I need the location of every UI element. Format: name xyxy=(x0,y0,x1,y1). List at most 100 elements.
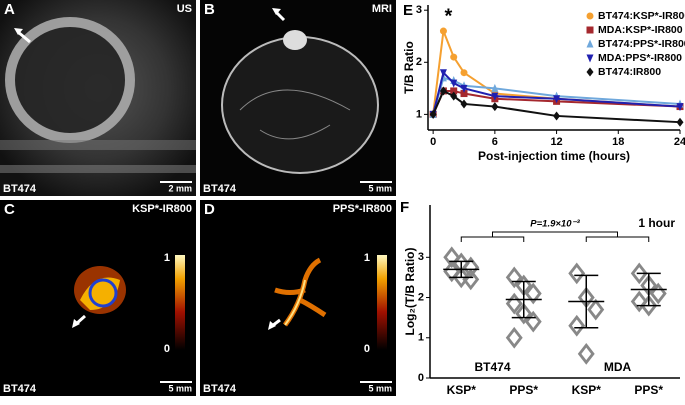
panel-c-image xyxy=(0,200,196,396)
point xyxy=(429,109,437,119)
point xyxy=(553,111,561,121)
point xyxy=(524,310,542,333)
point xyxy=(630,290,648,313)
y-tick-label: 0 xyxy=(418,372,424,384)
legend-label: MDA:PPS*-IR800 xyxy=(598,52,682,64)
point xyxy=(577,342,595,365)
point xyxy=(640,294,658,317)
point xyxy=(460,99,468,109)
point xyxy=(505,326,523,349)
scale-label: 5 mm xyxy=(368,383,392,393)
y-tick-label: 2 xyxy=(418,291,424,303)
x-tick-label: KSP* xyxy=(447,383,477,397)
colorbar-label: 1 xyxy=(364,252,370,264)
x-tick-label: 24 xyxy=(674,136,685,148)
x-tick-label: 6 xyxy=(492,136,498,148)
point xyxy=(491,92,499,101)
point xyxy=(462,256,480,279)
point xyxy=(439,69,447,78)
y-tick-label: 1 xyxy=(416,108,422,120)
panel-label: US xyxy=(177,3,192,15)
point xyxy=(452,266,470,289)
y-tick-label: 3 xyxy=(418,251,424,263)
point xyxy=(450,87,458,95)
point xyxy=(460,90,468,98)
point xyxy=(524,282,542,305)
legend-marker xyxy=(586,54,594,63)
point xyxy=(450,79,458,88)
panel-label: KSP*-IR800 xyxy=(132,203,192,215)
legend-marker xyxy=(586,26,594,34)
point xyxy=(443,260,461,283)
point xyxy=(630,262,648,285)
point xyxy=(450,53,458,61)
legend-marker xyxy=(586,12,594,20)
x-tick-label: PPS* xyxy=(509,383,538,397)
point xyxy=(491,83,499,92)
point xyxy=(439,86,447,96)
panel-letter: C xyxy=(4,201,15,218)
group-label: MDA xyxy=(604,360,632,374)
y-tick-label: 3 xyxy=(416,4,422,16)
point xyxy=(462,268,480,291)
colorbar-label: 1 xyxy=(164,252,170,264)
colorbar-label: 0 xyxy=(164,343,170,355)
panel-b-image xyxy=(200,0,396,196)
point xyxy=(676,103,684,112)
panel-tag: BT474 xyxy=(203,183,237,195)
point xyxy=(505,266,523,289)
point xyxy=(515,302,533,325)
legend-label: BT474:KSP*-IR800 xyxy=(598,10,685,22)
legend-marker xyxy=(586,39,594,48)
scale-label: 2 mm xyxy=(168,183,192,193)
annotation: * xyxy=(445,5,453,27)
legend-label: BT474:IR800 xyxy=(598,66,661,78)
panel-letter: A xyxy=(4,1,15,18)
panel-tag: BT474 xyxy=(3,183,37,195)
x-tick-label: 18 xyxy=(612,136,624,148)
legend-marker xyxy=(586,67,594,77)
panel-label: PPS*-IR800 xyxy=(333,203,392,215)
legend-label: MDA:KSP*-IR800 xyxy=(598,24,683,36)
x-axis-label: Post-injection time (hours) xyxy=(478,149,630,163)
point xyxy=(491,102,499,112)
scale-label: 5 mm xyxy=(168,383,192,393)
colorbar-label: 0 xyxy=(364,343,370,355)
x-tick-label: KSP* xyxy=(572,383,602,397)
point xyxy=(553,95,561,104)
panel-tag: BT474 xyxy=(203,383,237,395)
x-tick-label: 0 xyxy=(430,136,436,148)
panel-letter: B xyxy=(204,1,215,18)
point xyxy=(568,262,586,285)
panel-a-image xyxy=(0,0,196,196)
y-axis-label: Log₂(T/B Ratio) xyxy=(403,248,417,336)
y-tick-label: 2 xyxy=(416,56,422,68)
significance-bracket xyxy=(460,231,650,242)
panel-letter: F xyxy=(400,199,409,216)
point xyxy=(450,91,458,101)
legend-label: BT474:PPS*-IR800 xyxy=(598,38,685,50)
x-tick-label: PPS* xyxy=(634,383,663,397)
point xyxy=(460,69,468,77)
note: 1 hour xyxy=(638,216,675,230)
panel-tag: BT474 xyxy=(3,383,37,395)
point xyxy=(439,27,447,35)
y-tick-label: 1 xyxy=(418,332,424,344)
panel-label: MRI xyxy=(372,3,392,15)
panel-letter: D xyxy=(204,201,215,218)
point xyxy=(460,84,468,93)
scale-label: 5 mm xyxy=(368,183,392,193)
x-tick-label: 12 xyxy=(550,136,562,148)
p-value: P=1.9×10⁻³ xyxy=(530,219,580,230)
panel-d-image xyxy=(200,200,396,396)
point xyxy=(649,282,667,305)
point xyxy=(568,314,586,337)
point xyxy=(587,298,605,321)
point xyxy=(505,292,523,315)
y-axis-label: T/B Ratio xyxy=(402,41,416,94)
point xyxy=(443,246,461,269)
group-label: BT474 xyxy=(474,360,510,374)
point xyxy=(676,117,684,127)
panel-letter: E xyxy=(403,2,413,19)
